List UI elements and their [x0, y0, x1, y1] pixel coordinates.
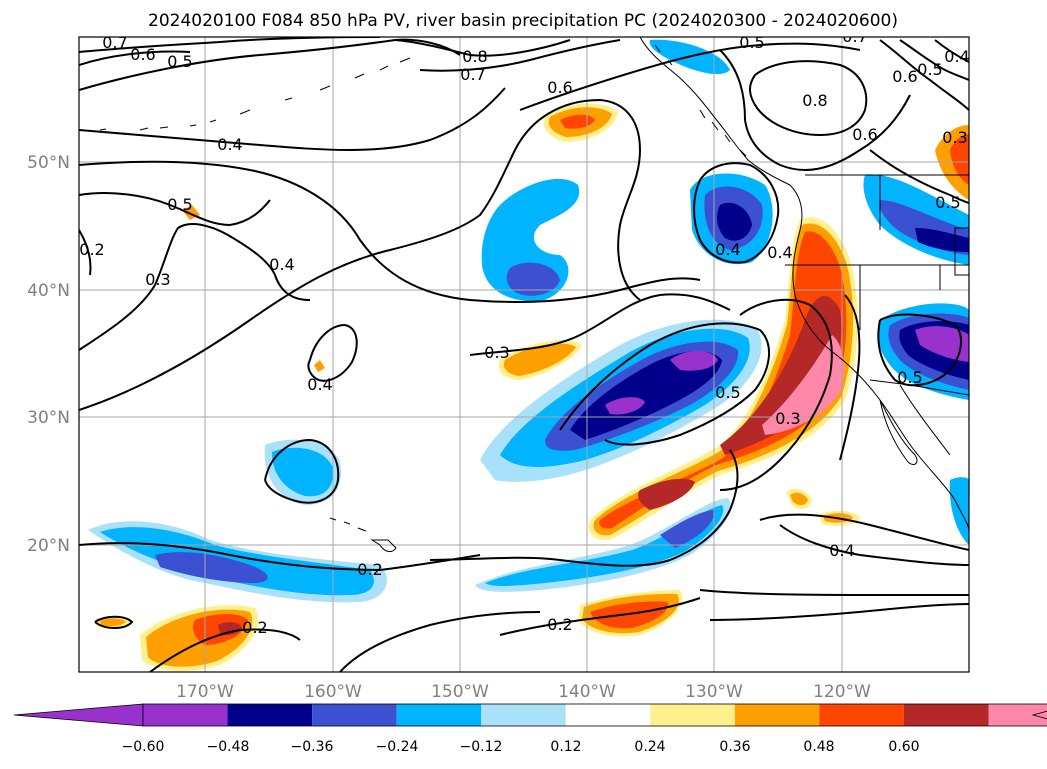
contour-label: 0.5	[739, 33, 764, 52]
colorbar-bin	[566, 704, 651, 726]
contour-label: 0.4	[767, 243, 792, 262]
colorbar-tick-label: 0.24	[634, 739, 665, 755]
lon-label: 120°W	[813, 682, 871, 702]
contour-label: 0.3	[775, 409, 800, 428]
contour-label: 0.7	[460, 65, 485, 84]
contour-label: 0.8	[462, 47, 487, 66]
colorbar-bin	[228, 704, 313, 726]
lat-tick-labels: 50°N 40°N 30°N 20°N	[27, 153, 70, 556]
lon-label: 170°W	[176, 682, 234, 702]
colorbar-ticks: −0.60 −0.48 −0.36 −0.24 −0.12 0.12 0.24 …	[122, 739, 920, 755]
contour-label: 0.7	[102, 33, 127, 52]
colorbar-tick-label: −0.12	[460, 739, 503, 755]
colorbar-bin	[481, 704, 566, 726]
contour-label: 0.3	[484, 343, 509, 362]
colorbar-tick-label: 0.48	[803, 739, 834, 755]
contour-label: 0.5	[935, 193, 960, 212]
lat-label: 30°N	[27, 408, 70, 428]
colorbar-tick-label: −0.36	[291, 739, 334, 755]
colorbar-bin	[397, 704, 482, 726]
contour-label: 0.4	[307, 375, 332, 394]
map-panel: 0.7 0.6 0.5 0.8 0.7 0.6 0.5 0.7 0.5 0.4 …	[79, 27, 970, 672]
colorbar-bin	[650, 704, 735, 726]
lon-label: 140°W	[558, 682, 616, 702]
contour-label: 0.3	[145, 270, 170, 289]
contour-label: 0.2	[357, 560, 382, 579]
lon-label: 160°W	[304, 682, 362, 702]
colorbar: −0.60 −0.48 −0.36 −0.24 −0.12 0.12 0.24 …	[14, 704, 1047, 755]
colorbar-bin	[735, 704, 820, 726]
colorbar-tick-label: 0.12	[550, 739, 581, 755]
lon-label: 130°W	[685, 682, 743, 702]
colorbar-tick-label: −0.48	[207, 739, 250, 755]
contour-label: 0.5	[167, 52, 192, 71]
contour-label: 0.2	[242, 618, 267, 637]
figure-title: 2024020100 F084 850 hPa PV, river basin …	[148, 11, 898, 31]
contour-label: 0.5	[917, 60, 942, 79]
colorbar-bin	[143, 704, 228, 726]
contour-label: 0.2	[547, 615, 572, 634]
colorbar-tick-label: −0.60	[122, 739, 165, 755]
contour-label: 0.6	[130, 45, 155, 64]
contour-label: 0.5	[715, 383, 740, 402]
contour-label: 0.6	[547, 78, 572, 97]
contour-label: 0.6	[852, 125, 877, 144]
contour-label: 0.2	[79, 240, 104, 259]
contour-label: 0.4	[829, 541, 854, 560]
contour-label: 0.5	[897, 368, 922, 387]
lat-label: 50°N	[27, 153, 70, 173]
colorbar-tick-label: 0.36	[719, 739, 750, 755]
lon-label: 150°W	[431, 682, 489, 702]
colorbar-bin	[312, 704, 397, 726]
contour-label: 0.3	[942, 128, 967, 147]
lon-tick-labels: 170°W 160°W 150°W 140°W 130°W 120°W	[176, 682, 871, 702]
contour-label: 0.4	[944, 47, 969, 66]
colorbar-bins	[14, 704, 1047, 726]
contour-label: 0.4	[269, 255, 294, 274]
colorbar-bin	[904, 704, 989, 726]
lat-label: 40°N	[27, 281, 70, 301]
contour-label: 0.4	[217, 135, 242, 154]
colorbar-tick-label: −0.24	[376, 739, 419, 755]
contour-label: 0.6	[892, 67, 917, 86]
contour-label: 0.5	[167, 195, 192, 214]
colorbar-extend-min	[14, 704, 143, 726]
colorbar-bin	[819, 704, 904, 726]
contour-label: 0.8	[802, 91, 827, 110]
lat-label: 20°N	[27, 536, 70, 556]
contour-label: 0.4	[715, 240, 740, 259]
colorbar-tick-label: 0.60	[888, 739, 919, 755]
